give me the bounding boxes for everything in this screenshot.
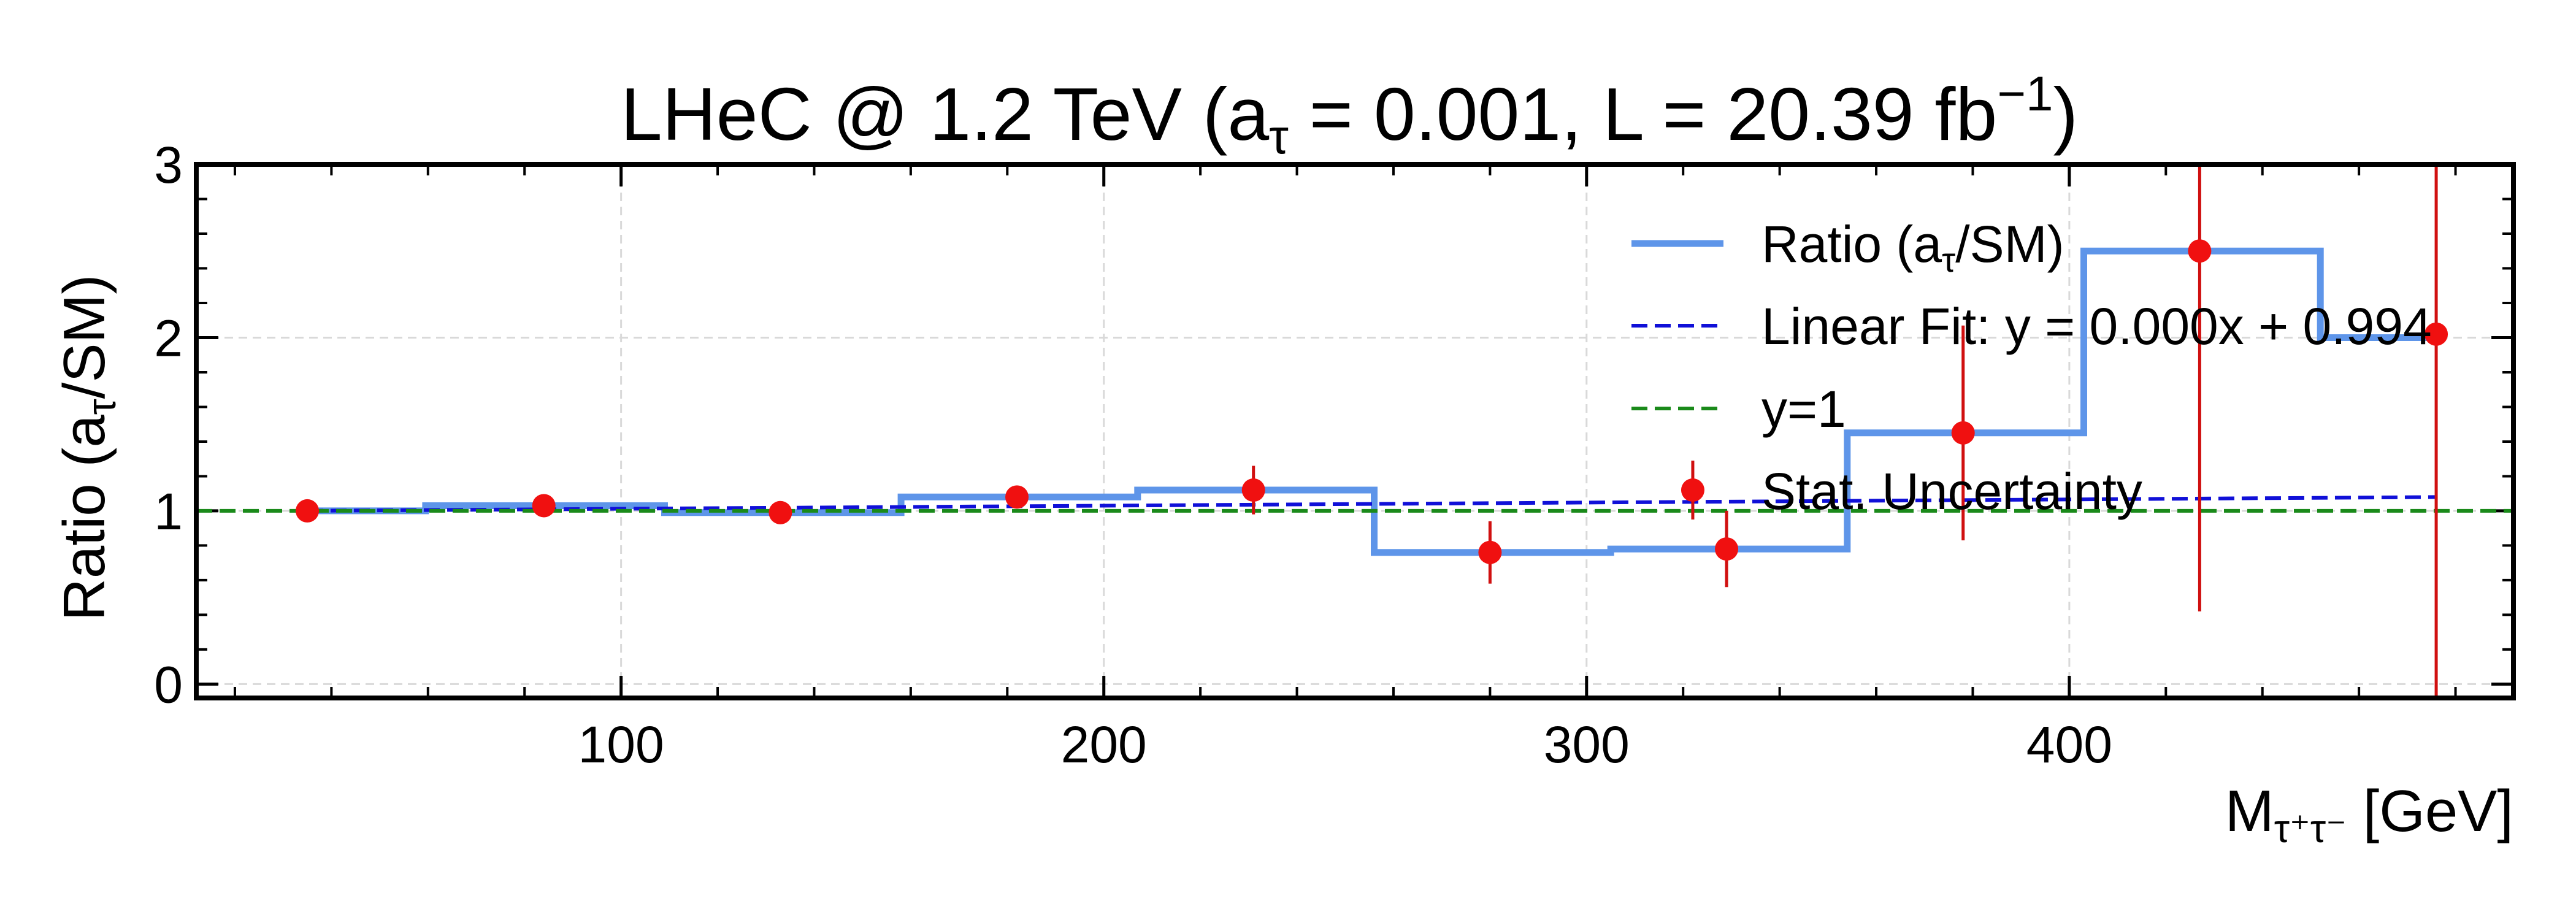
x-tick-label: 200 — [1061, 716, 1147, 773]
plot-area — [196, 164, 2513, 698]
data-point — [1005, 485, 1029, 509]
y-tick-label: 2 — [154, 309, 183, 367]
data-point — [1715, 537, 1739, 561]
legend-label-ratio: Ratio (aτ/SM) — [1761, 215, 2064, 279]
data-point — [769, 500, 792, 524]
x-tick-label: 100 — [578, 716, 664, 773]
chart-title: LHeC @ 1.2 TeV (aτ = 0.001, L = 20.39 fb… — [621, 66, 2078, 164]
tick-labels: 100 200 300 400 0 1 2 3 — [154, 136, 2112, 773]
data-point — [2188, 239, 2212, 263]
plot-frame — [194, 162, 2516, 700]
data-point — [1951, 421, 1975, 445]
legend-label-reference: y=1 — [1761, 380, 1846, 438]
linear-fit-line — [307, 495, 2437, 513]
x-axis-label: Mτ⁺τ⁻ [GeV] — [2225, 778, 2513, 851]
legend-label-uncertainty: Stat. Uncertainty — [1761, 462, 2142, 520]
y-tick-label: 0 — [154, 656, 183, 713]
legend: Ratio (aτ/SM) Linear Fit: y = 0.000x + 0… — [1631, 215, 2432, 520]
y-tick-label: 3 — [154, 136, 183, 194]
data-point — [1241, 478, 1265, 502]
x-tick-label: 400 — [2026, 716, 2112, 773]
data-point — [296, 499, 320, 523]
y-tick-label: 1 — [154, 483, 183, 540]
data-point — [532, 494, 556, 518]
legend-label-fit: Linear Fit: y = 0.000x + 0.994 — [1761, 297, 2432, 355]
data-point — [1478, 540, 1502, 564]
data-point — [2425, 322, 2448, 346]
y-axis-label: Ratio (aτ/SM) — [52, 275, 124, 621]
data-point — [1681, 478, 1704, 502]
x-tick-label: 300 — [1544, 716, 1630, 773]
